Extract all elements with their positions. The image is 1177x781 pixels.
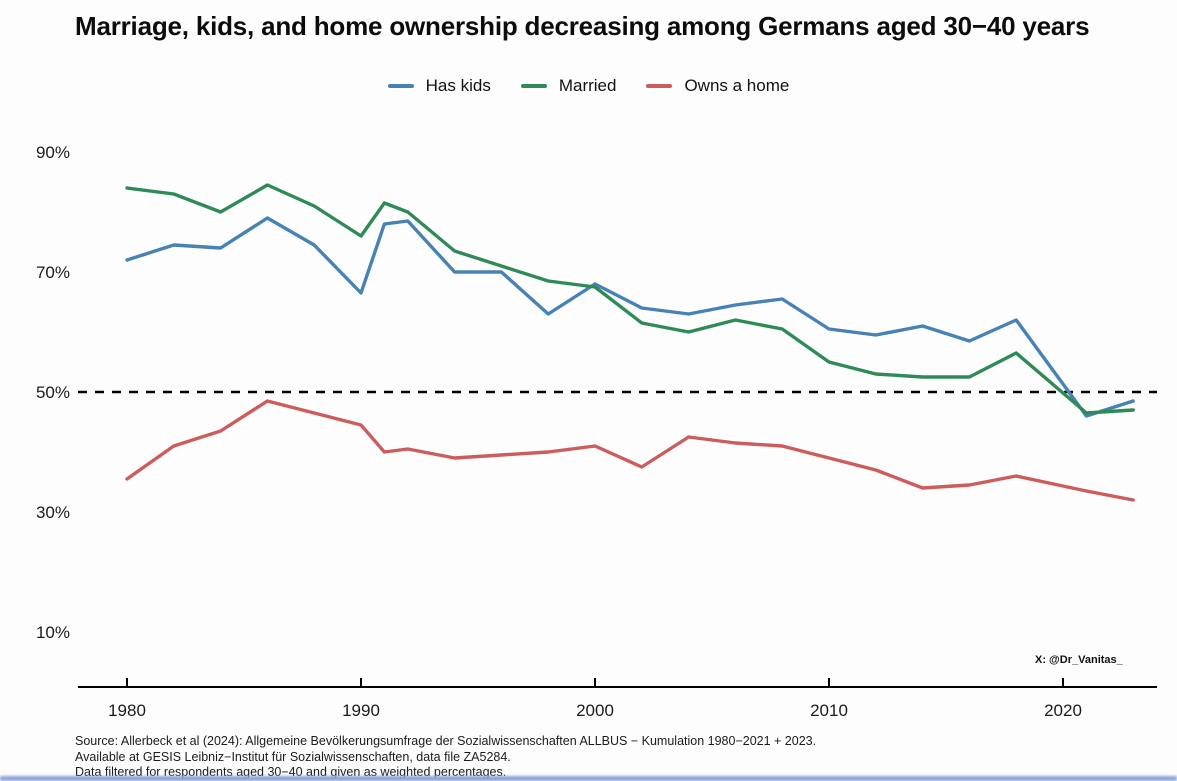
x-axis-tick-label: 2020 bbox=[1044, 701, 1082, 720]
legend-item-married: Married bbox=[520, 76, 617, 96]
legend-swatch-owns-a-home bbox=[646, 84, 673, 88]
legend: Has kids Married Owns a home bbox=[0, 76, 1177, 96]
legend-swatch-married bbox=[520, 84, 547, 88]
legend-label-owns-a-home: Owns a home bbox=[684, 76, 790, 95]
source-note: Source: Allerbeck et al (2024): Allgemei… bbox=[75, 734, 816, 781]
author-credit: X: @Dr_Vanitas_ bbox=[1035, 654, 1123, 666]
y-axis-tick-label: 30% bbox=[36, 503, 70, 522]
series-line-has-kids bbox=[125, 216, 1135, 418]
y-axis-tick-label: 90% bbox=[36, 143, 70, 162]
legend-swatch-has-kids bbox=[387, 84, 414, 88]
series-line-owns-a-home bbox=[125, 399, 1135, 502]
x-axis-tick-label: 2010 bbox=[810, 701, 848, 720]
line-chart-plot-area: 90% 70% 50% 30% 10% 1980 1990 2000 2010 2020 bbox=[36, 143, 1157, 720]
legend-label-married: Married bbox=[558, 76, 617, 95]
y-axis-tick-label: 50% bbox=[36, 383, 70, 402]
bottom-edge-artifact bbox=[0, 776, 1177, 781]
source-note-line-2: Available at GESIS Leibniz−Institut für … bbox=[75, 749, 511, 764]
x-axis-tick-label: 1990 bbox=[342, 701, 380, 720]
y-axis-tick-label: 70% bbox=[36, 263, 70, 282]
source-note-line-1: Source: Allerbeck et al (2024): Allgemei… bbox=[75, 734, 817, 748]
series-line-married bbox=[125, 183, 1135, 415]
x-axis-tick-label: 1980 bbox=[108, 701, 146, 720]
source-note-line-3: Data filtered for respondents aged 30−40… bbox=[75, 765, 507, 779]
y-axis-tick-label: 10% bbox=[36, 623, 70, 642]
legend-item-has-kids: Has kids bbox=[387, 76, 491, 96]
chart-title: Marriage, kids, and home ownership decre… bbox=[75, 11, 1090, 41]
legend-label-has-kids: Has kids bbox=[425, 76, 491, 95]
x-axis-tick-label: 2000 bbox=[576, 701, 614, 720]
legend-item-owns-a-home: Owns a home bbox=[646, 76, 789, 96]
